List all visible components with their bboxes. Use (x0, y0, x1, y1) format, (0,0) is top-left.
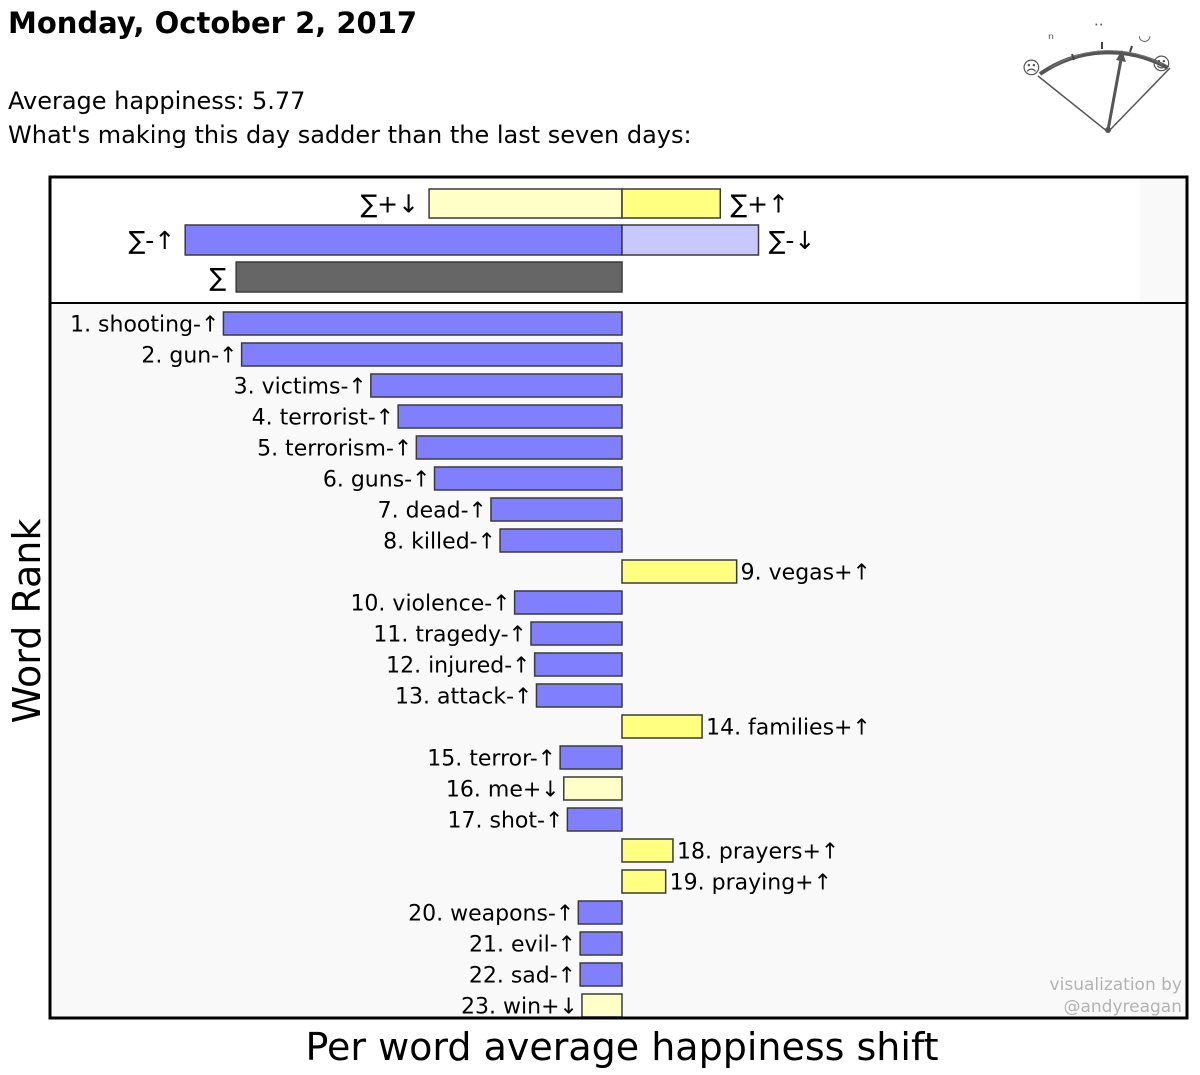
word-label: 13. attack-↑ (395, 685, 532, 710)
word-label: 2. gun-↑ (141, 344, 237, 369)
summary-margin (1140, 177, 1187, 303)
word-bar (563, 776, 623, 801)
word-label: 4. terrorist-↑ (252, 406, 394, 431)
word-label: 18. prayers+↑ (677, 840, 839, 865)
word-bar (581, 993, 623, 1018)
word-label: 3. victims-↑ (234, 375, 367, 400)
gauge-face-smile: ◡ (1138, 26, 1151, 44)
summary-panel: ∑+↓ ∑+↑ ∑-↑ ∑-↓ ∑ (50, 177, 1187, 303)
word-label: 21. evil-↑ (469, 933, 576, 958)
word-label: 17. shot-↑ (448, 809, 564, 834)
word-bar (577, 900, 623, 925)
chart-subtitle: What's making this day sadder than the l… (8, 121, 692, 149)
gauge-face-frown: ⁿ (1048, 30, 1054, 48)
word-label: 10. violence-↑ (350, 592, 510, 617)
word-label: 20. weapons-↑ (408, 902, 574, 927)
word-bar (535, 683, 623, 708)
word-label: 8. killed-↑ (383, 530, 496, 555)
summary-bar (184, 224, 623, 256)
plot-frame (48, 175, 1189, 1020)
word-bar (433, 466, 623, 491)
word-label: 11. tragedy-↑ (373, 623, 527, 648)
word-label: 5. terrorism-↑ (257, 437, 412, 462)
happiness-gauge-icon: ☹ ⁿ ·· ◡ ☺ (1022, 16, 1171, 134)
word-bar (533, 652, 623, 677)
word-bar (240, 342, 623, 367)
word-bar (370, 373, 623, 398)
summary-bar (428, 188, 623, 219)
word-bar (559, 745, 623, 770)
word-bar (222, 311, 623, 336)
gauge-scale (1037, 42, 1171, 134)
summary-bar (621, 188, 722, 219)
word-bar (579, 931, 623, 956)
word-label: 15. terror-↑ (427, 747, 556, 772)
word-label: 6. guns-↑ (323, 468, 431, 493)
word-label: 7. dead-↑ (378, 499, 487, 524)
summary-label: ∑-↑ (128, 226, 175, 255)
word-bar (499, 528, 623, 553)
visualization-credit: visualization by @andyreagan (1050, 974, 1182, 1018)
gauge-face-happy: ☺ (1152, 54, 1171, 75)
word-bar (530, 621, 623, 646)
word-bar (513, 590, 623, 615)
credit-line: visualization by (1049, 975, 1182, 995)
credit-handle: @andyreagan (1063, 997, 1182, 1017)
word-bar (621, 559, 738, 584)
y-axis-label: Word Rank (5, 519, 49, 724)
average-happiness-text: Average happiness: 5.77 (8, 87, 306, 115)
page-title: Monday, October 2, 2017 (8, 6, 418, 40)
word-label: 14. families+↑ (706, 716, 871, 741)
word-bar (566, 807, 623, 832)
word-label: 19. praying+↑ (670, 871, 832, 896)
summary-bar (621, 224, 760, 256)
summary-label: ∑-↓ (769, 226, 816, 255)
word-label: 23. win+↓ (461, 995, 578, 1020)
word-bar (579, 962, 623, 987)
summary-label: ∑+↑ (730, 190, 789, 219)
word-label: 12. injured-↑ (386, 654, 531, 679)
word-label: 1. shooting-↑ (70, 313, 219, 338)
gauge-face-neutral: ·· (1094, 16, 1104, 34)
x-axis-label: Per word average happiness shift (305, 1025, 938, 1069)
gauge-face-sad: ☹ (1022, 58, 1041, 79)
summary-bar (235, 261, 623, 293)
word-bar (415, 435, 623, 460)
word-label: 16. me+↓ (446, 778, 560, 803)
word-bars-panel: 1. shooting-↑ 2. gun-↑ 3. victims-↑ 4. terr… (50, 303, 1187, 1020)
word-bar (397, 404, 623, 429)
summary-label: ∑ (209, 263, 226, 292)
word-label: 22. sad-↑ (469, 964, 576, 989)
word-bar (621, 714, 703, 739)
word-bar (621, 838, 674, 863)
word-bar (490, 497, 623, 522)
summary-label: ∑+↓ (360, 190, 419, 219)
word-label: 9. vegas+↑ (741, 561, 871, 586)
word-bar (621, 869, 667, 894)
